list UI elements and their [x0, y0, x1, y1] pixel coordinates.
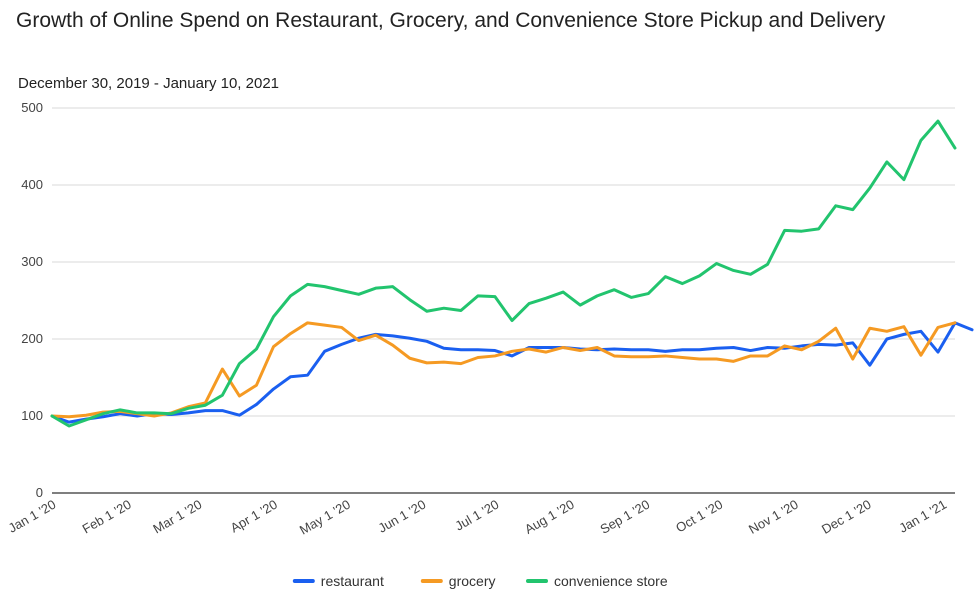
y-tick-label: 200 — [21, 331, 43, 346]
y-tick-label: 400 — [21, 177, 43, 192]
x-tick-label: Apr 1 '20 — [228, 497, 280, 536]
x-tick-label: Jul 1 '20 — [452, 497, 501, 534]
x-tick-label: Jan 1 '21 — [896, 497, 949, 536]
legend-label: grocery — [449, 573, 496, 589]
series-line-convenience-store — [50, 119, 957, 428]
x-tick-label: Mar 1 '20 — [150, 497, 204, 537]
y-tick-label: 500 — [21, 100, 43, 115]
x-tick-label: Jun 1 '20 — [375, 497, 428, 536]
legend-label: convenience store — [554, 573, 668, 589]
series-line-grocery — [50, 321, 957, 419]
x-tick-label: May 1 '20 — [297, 497, 353, 538]
y-tick-label: 0 — [36, 485, 43, 500]
chart-subtitle: December 30, 2019 - January 10, 2021 — [18, 75, 279, 92]
y-tick-label: 300 — [21, 254, 43, 269]
x-axis-ticks: Jan 1 '20 Feb 1 '20 Mar 1 '20 Apr 1 '20 May … — [6, 497, 950, 538]
chart-title: Growth of Online Spend on Restaurant, Gr… — [16, 9, 886, 32]
x-tick-label: Sep 1 '20 — [597, 497, 652, 537]
legend-label: restaurant — [321, 573, 384, 589]
legend: restaurant grocery convenience store — [292, 573, 668, 589]
x-tick-label: Nov 1 '20 — [746, 497, 801, 537]
x-tick-label: Feb 1 '20 — [80, 497, 134, 537]
series-line-restaurant — [50, 321, 974, 424]
y-tick-label: 100 — [21, 408, 43, 423]
x-tick-label: Jan 1 '20 — [6, 497, 59, 536]
x-tick-label: Oct 1 '20 — [673, 497, 725, 536]
y-axis-ticks: 0 100 200 300 400 500 — [21, 100, 43, 500]
series-layer — [50, 119, 974, 428]
grid-layer — [52, 107, 955, 494]
x-tick-label: Aug 1 '20 — [522, 497, 577, 537]
x-tick-label: Dec 1 '20 — [819, 497, 874, 537]
